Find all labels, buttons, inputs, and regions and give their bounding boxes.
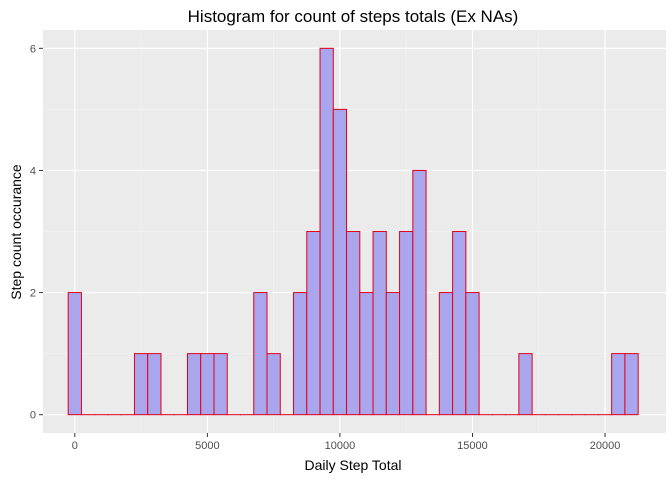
histogram-bar xyxy=(372,231,387,416)
y-axis-label: Step count occurance xyxy=(8,164,24,300)
histogram-bar xyxy=(213,353,228,416)
y-tick-label: 4 xyxy=(30,165,36,177)
histogram-bar xyxy=(253,292,268,416)
histogram-bar xyxy=(147,353,162,416)
y-tick-label: 2 xyxy=(30,288,36,300)
x-tick-label: 15000 xyxy=(457,440,488,452)
chart-title: Histogram for count of steps totals (Ex … xyxy=(188,7,519,26)
histogram-bar xyxy=(332,108,348,416)
x-tick-label: 10000 xyxy=(325,440,356,452)
histogram-bar xyxy=(200,353,215,416)
x-tick-label: 20000 xyxy=(590,440,621,452)
histogram-bar xyxy=(611,353,626,416)
histogram-bar xyxy=(438,292,454,416)
y-tick-label: 0 xyxy=(30,410,36,422)
bars xyxy=(67,47,639,416)
histogram-bar xyxy=(346,231,361,416)
histogram-bar xyxy=(306,231,321,416)
histogram-bar xyxy=(133,353,149,416)
histogram-bar xyxy=(385,292,401,416)
histogram-bar xyxy=(319,47,334,416)
x-axis-label: Daily Step Total xyxy=(304,457,401,473)
x-axis-ticks: 0 5000 10000 15000 20000 xyxy=(72,433,621,452)
histogram-bar xyxy=(359,292,374,416)
y-axis-ticks: 0 2 4 6 xyxy=(30,43,43,422)
histogram-bar xyxy=(67,292,82,416)
x-tick-label: 5000 xyxy=(195,440,219,452)
histogram-bar xyxy=(465,292,480,416)
histogram-bar xyxy=(266,353,281,416)
histogram-bar xyxy=(412,169,427,416)
histogram-bar xyxy=(452,231,467,416)
x-tick-label: 0 xyxy=(72,440,78,452)
histogram-bar xyxy=(186,353,202,416)
histogram-bar xyxy=(518,353,533,416)
histogram-bar xyxy=(293,292,308,416)
histogram-bar xyxy=(624,353,639,416)
y-tick-label: 6 xyxy=(30,43,36,55)
histogram-bar xyxy=(399,231,414,416)
